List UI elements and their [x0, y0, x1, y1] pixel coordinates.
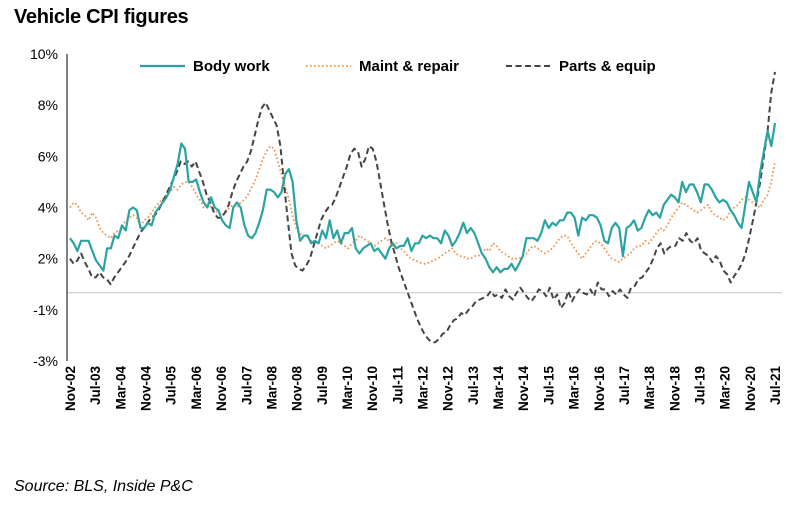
legend-label: Maint & repair — [359, 58, 459, 75]
x-tick-label: Jul-11 — [390, 366, 405, 405]
x-tick-label: Mar-12 — [416, 366, 431, 410]
legend-label: Parts & equip — [559, 58, 656, 75]
x-tick-label: Nov-12 — [441, 366, 456, 411]
source-note: Source: BLS, Inside P&C — [14, 478, 193, 495]
x-tick-label: Nov-18 — [667, 366, 682, 412]
x-tick-label: Mar-18 — [642, 366, 657, 410]
x-tick-label: Nov-10 — [365, 366, 380, 411]
x-tick-label: Nov-06 — [214, 366, 229, 412]
x-axis: Nov-02 Jul-03 Mar-04 Nov-04 Jul-05 Mar-06 Nov-… — [63, 366, 783, 412]
x-tick-label: Jul-09 — [315, 366, 330, 405]
x-tick-label: Mar-16 — [567, 366, 582, 410]
y-axis: 10% 8% 6% 4% 2% -1% -3% — [30, 46, 58, 369]
x-tick-label: Mar-20 — [718, 366, 733, 410]
x-tick-label: Jul-21 — [768, 366, 783, 406]
chart-title: Vehicle CPI figures — [14, 6, 189, 28]
series-layer — [69, 71, 777, 344]
x-tick-label: Mar-14 — [491, 366, 506, 410]
x-tick-label: Jul-05 — [164, 366, 179, 406]
x-tick-label: Nov-16 — [592, 366, 607, 412]
legend-label: Body work — [193, 58, 270, 75]
y-tick-label: -3% — [33, 353, 58, 369]
x-tick-label: Nov-20 — [743, 366, 758, 411]
x-tick-label: Jul-17 — [617, 366, 632, 405]
x-tick-label: Mar-08 — [264, 366, 279, 410]
y-tick-label: 6% — [38, 148, 58, 164]
series-line-maint-repair — [69, 145, 776, 265]
legend: Body work Maint & repair Parts & equip — [140, 58, 656, 75]
x-tick-label: Nov-08 — [290, 366, 305, 412]
x-tick-label: Nov-02 — [63, 366, 78, 411]
x-tick-label: Mar-10 — [340, 366, 355, 410]
y-tick-label: 10% — [30, 46, 58, 62]
y-tick-label: 8% — [38, 97, 58, 113]
y-tick-label: 4% — [38, 200, 58, 216]
x-tick-label: Nov-14 — [516, 366, 531, 412]
y-tick-label: -1% — [33, 302, 58, 318]
x-tick-label: Jul-15 — [541, 366, 556, 406]
x-tick-label: Jul-13 — [466, 366, 481, 406]
x-tick-label: Mar-04 — [113, 366, 128, 410]
x-tick-label: Nov-04 — [139, 366, 154, 412]
series-line-body-work — [69, 122, 777, 274]
x-tick-label: Jul-03 — [88, 366, 103, 406]
x-tick-label: Mar-06 — [189, 366, 204, 410]
x-tick-label: Jul-07 — [239, 366, 254, 405]
y-tick-label: 2% — [38, 251, 58, 267]
x-tick-label: Jul-19 — [692, 366, 707, 405]
series-line-parts-equip — [69, 71, 776, 344]
